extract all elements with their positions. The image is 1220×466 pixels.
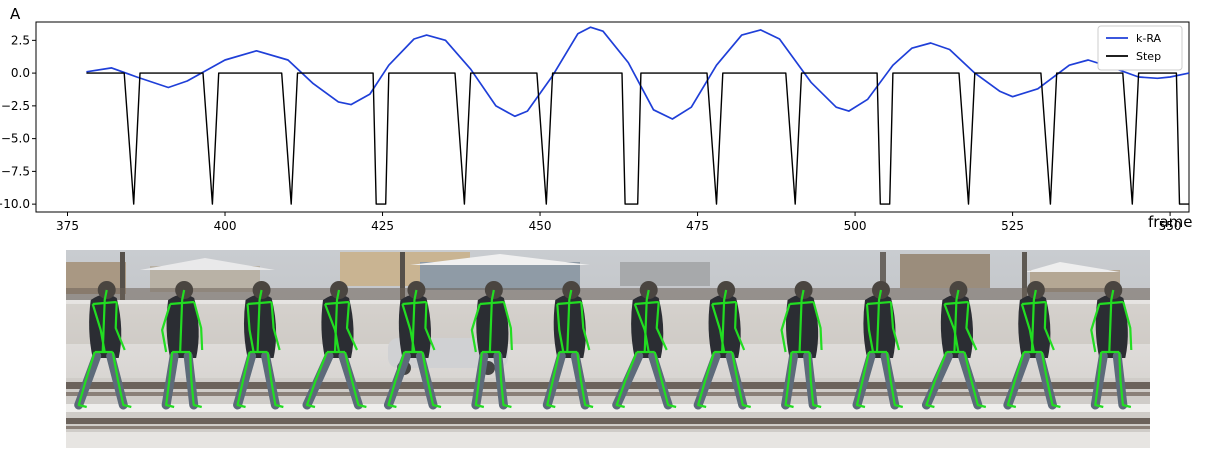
walker-coat <box>940 294 973 358</box>
pose-skeleton <box>546 289 594 409</box>
x-tick-label: 525 <box>1001 219 1024 233</box>
walker-frame <box>852 281 904 410</box>
walker-coat <box>1095 294 1128 358</box>
walker-frames <box>74 281 1133 410</box>
walker-coat <box>89 294 122 358</box>
walker-frame <box>780 281 823 410</box>
y-tick-label: −2.5 <box>1 99 30 113</box>
x-tick-label: 475 <box>686 219 709 233</box>
walker-frame <box>161 281 204 410</box>
walker-frame <box>383 281 442 410</box>
pose-skeleton <box>236 289 284 409</box>
y-axis-label: A <box>10 5 21 23</box>
x-axis: 375 400 425 450 475 500 525 550 <box>56 212 1182 233</box>
walker-frame <box>74 281 132 410</box>
walker-frame <box>542 281 594 410</box>
series-layer <box>86 26 1190 205</box>
pose-skeleton <box>1090 289 1133 409</box>
pose-skeleton <box>1006 289 1061 409</box>
walker-frame <box>1090 281 1133 410</box>
pose-skeleton <box>855 289 904 409</box>
y-tick-label: −7.5 <box>1 164 30 178</box>
y-tick-label: −10.0 <box>0 197 30 211</box>
walker-frame <box>233 281 284 410</box>
legend: k-RA Step <box>1097 25 1183 71</box>
y-tick-label: 0.0 <box>11 66 30 80</box>
walker-coat <box>785 294 819 358</box>
series-line-step <box>86 72 1189 205</box>
pose-skeleton <box>780 289 823 409</box>
walker-frame <box>302 281 367 410</box>
walker-coat <box>1018 294 1051 358</box>
walker-coat <box>321 294 354 358</box>
x-axis-label: frame <box>1148 213 1192 231</box>
legend-label: Step <box>1136 50 1161 63</box>
walker-coat <box>708 294 741 358</box>
walker-frame <box>693 281 752 410</box>
x-tick-label: 550 <box>1159 219 1182 233</box>
x-tick-label: 375 <box>56 219 79 233</box>
walker-coat <box>398 294 431 358</box>
walker-coat <box>631 294 664 358</box>
pose-skeleton <box>925 289 987 409</box>
series-line-k-ra <box>86 26 1190 120</box>
pose-skeleton <box>470 289 513 409</box>
y-axis: 2.5 0.0 −2.5 −5.0 −7.5 −10.0 <box>0 33 36 211</box>
legend-label: k-RA <box>1136 32 1162 45</box>
pose-skeleton <box>77 289 132 409</box>
pose-skeleton <box>697 289 752 409</box>
legend-box <box>1097 25 1183 71</box>
y-tick-label: 2.5 <box>11 33 30 47</box>
x-tick-label: 450 <box>529 219 552 233</box>
pose-skeleton <box>161 289 204 409</box>
walker-frame <box>612 281 677 410</box>
photo-background <box>66 250 1150 448</box>
walker-coat <box>476 294 509 358</box>
x-tick-label: 400 <box>214 219 237 233</box>
plot-area-frame <box>35 21 1190 213</box>
walker-coat <box>166 294 199 358</box>
pose-skeleton <box>387 289 442 409</box>
walker-frame <box>921 281 987 410</box>
gait-chart: 375 400 425 450 475 500 525 550 2.5 0.0 −2.5 −5.0 −… <box>0 5 1192 233</box>
x-tick-label: 425 <box>371 219 394 233</box>
pose-skeleton <box>305 289 367 409</box>
walker-frame <box>1003 281 1061 410</box>
y-tick-label: −5.0 <box>1 132 30 146</box>
x-tick-label: 500 <box>844 219 867 233</box>
walker-frame <box>470 281 513 410</box>
pose-skeleton <box>615 289 677 409</box>
